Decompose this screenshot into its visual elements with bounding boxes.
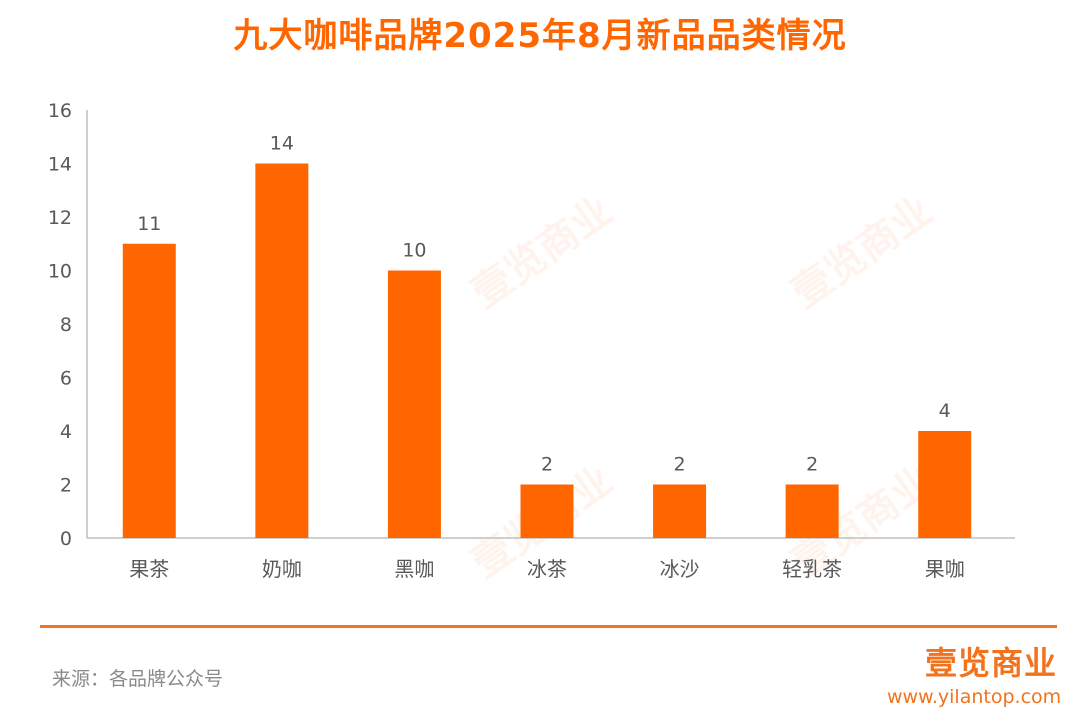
x-tick-label: 冰茶	[527, 557, 567, 581]
data-label: 11	[137, 213, 161, 235]
bar-冰茶	[520, 484, 574, 538]
bar-轻乳茶	[785, 484, 839, 538]
brand-logo: 壹览商业	[925, 644, 1058, 682]
y-tick-label: 12	[48, 207, 72, 229]
data-label: 14	[270, 133, 294, 155]
y-tick-label: 16	[48, 100, 72, 122]
chart-title: 九大咖啡品牌2025年8月新品品类情况	[233, 16, 847, 56]
data-label: 2	[541, 454, 553, 476]
x-tick-label: 奶咖	[262, 557, 302, 581]
data-label: 4	[939, 400, 951, 422]
data-label: 10	[402, 240, 426, 262]
data-label: 2	[806, 454, 818, 476]
x-tick-label: 轻乳茶	[782, 557, 842, 581]
bar-黑咖	[387, 270, 441, 538]
y-tick-label: 6	[60, 368, 72, 390]
y-tick-label: 4	[60, 421, 72, 443]
source-note: 来源：各品牌公众号	[52, 668, 224, 690]
y-tick-label: 14	[48, 154, 72, 176]
bar-chart: 0 2 4 6 8 10 12 14 16 11 果茶 14 奶咖 10 黑咖 2 冰茶 2 冰沙 2 轻乳茶 4 果咖	[48, 100, 1015, 581]
y-tick-label: 0	[60, 528, 72, 550]
bar-果茶	[122, 243, 176, 538]
bar-奶咖	[255, 163, 309, 538]
x-tick-label: 黑咖	[394, 557, 434, 581]
x-tick-label: 冰沙	[660, 557, 700, 581]
data-label: 2	[674, 454, 686, 476]
y-tick-label: 8	[60, 314, 72, 336]
y-tick-label: 2	[60, 475, 72, 497]
footer-divider	[40, 625, 1057, 628]
bar-冰沙	[653, 484, 707, 538]
website-url: www.yilantop.com	[887, 686, 1062, 708]
x-tick-label: 果咖	[925, 557, 965, 581]
y-tick-label: 10	[48, 261, 72, 283]
bar-果咖	[918, 431, 972, 538]
x-tick-label: 果茶	[129, 557, 169, 581]
